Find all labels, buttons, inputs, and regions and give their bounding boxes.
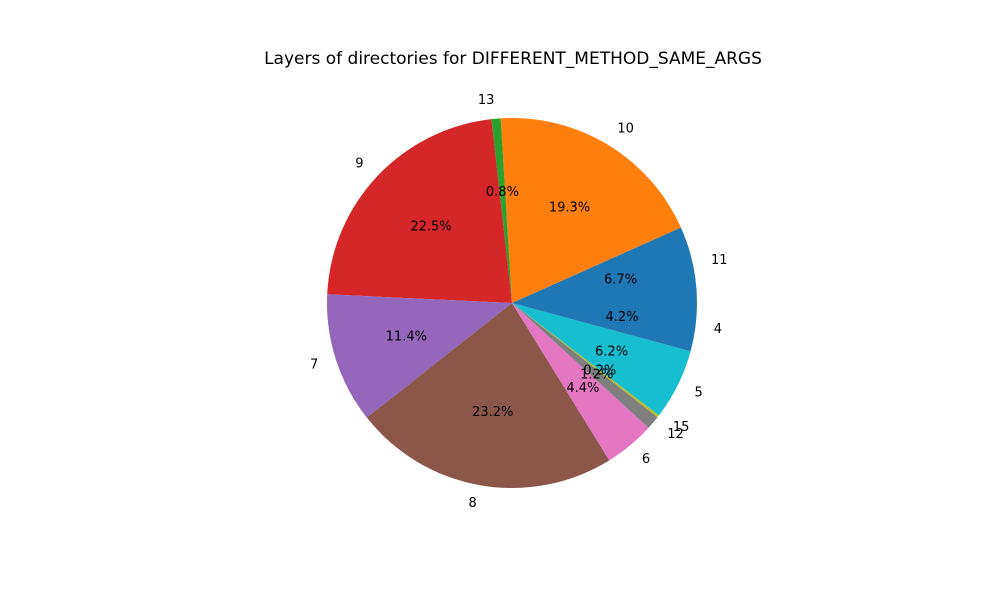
slice-percent-13: 0.8% — [486, 185, 519, 200]
slice-percent-4: 4.2% — [606, 310, 639, 325]
slice-label-15: 15 — [673, 420, 690, 435]
slice-label-9: 9 — [355, 156, 363, 171]
slice-percent-12: 1.2% — [580, 367, 613, 382]
slice-percent-6: 4.4% — [566, 381, 599, 396]
slice-label-7: 7 — [310, 358, 318, 373]
slice-percent-5: 6.2% — [595, 345, 628, 360]
pie-slice-13 — [491, 118, 512, 303]
pie-slice-9 — [327, 119, 512, 303]
pie-slice-12 — [512, 303, 658, 428]
pie-slice-7 — [327, 294, 512, 418]
slice-percent-10: 19.3% — [549, 201, 590, 216]
pie-slice-8 — [366, 303, 610, 489]
pie-slices — [327, 118, 697, 489]
slice-percent-7: 11.4% — [386, 329, 427, 344]
slice-percent-11: 6.7% — [604, 272, 637, 287]
slice-percent-15: 0.2% — [583, 363, 616, 378]
slice-label-4: 4 — [714, 322, 722, 337]
pie-slice-15 — [512, 303, 659, 418]
slice-percent-8: 23.2% — [472, 405, 513, 420]
pie-slice-6 — [512, 303, 649, 461]
slice-label-11: 11 — [711, 253, 728, 268]
pie-percent-labels: 6.7% 19.3% 0.8% 22.5% 11.4% 23.2% 4.4%1.2%0.2%… — [386, 185, 639, 420]
pie-slice-10 — [500, 118, 681, 304]
slice-label-6: 6 — [642, 452, 650, 467]
pie-slice-11 — [512, 227, 697, 303]
slice-label-10: 10 — [617, 121, 634, 136]
slice-label-13: 13 — [478, 93, 495, 108]
slice-label-8: 8 — [468, 496, 476, 511]
slice-label-12: 12 — [667, 427, 684, 442]
slice-label-5: 5 — [695, 386, 703, 401]
slice-percent-9: 22.5% — [410, 220, 451, 235]
chart-title: Layers of directories for DIFFERENT_METH… — [264, 49, 762, 69]
pie-slice-5 — [512, 303, 691, 416]
pie-slice-4 — [512, 303, 697, 352]
